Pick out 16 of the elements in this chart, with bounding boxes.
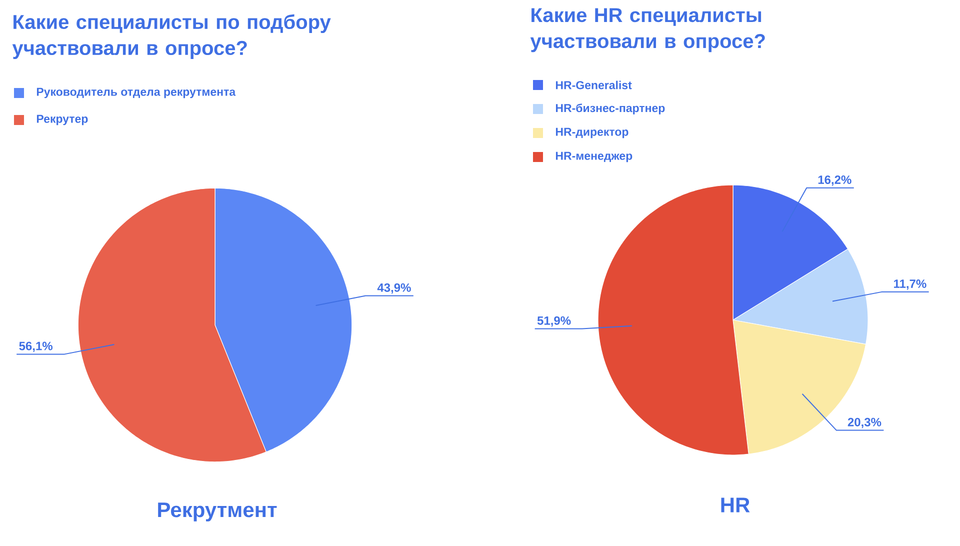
data-label: 51,9% — [537, 316, 571, 327]
chart-title: Какие HR специалисты участвовали в опросе? — [530, 8, 765, 52]
data-label: 56,1% — [19, 342, 53, 352]
legend-label: Руководитель отдела рекрутмента — [36, 88, 236, 98]
text: Рекрутмент — [158, 502, 277, 522]
data-label: 16,2% — [818, 175, 852, 186]
data-label: 43,9% — [377, 283, 411, 294]
data-label: 20,3% — [848, 418, 882, 428]
legend-label: HR-Generalist — [556, 80, 632, 90]
legend-label: Рекрутер — [36, 114, 88, 126]
data-label: 11,7% — [894, 280, 926, 290]
legend-label: HR-бизнес-партнер — [556, 104, 665, 114]
legend-label: HR-менеджер — [556, 152, 632, 162]
chart-title: Какие специалисты по подбору участвовали в опросе? — [12, 14, 331, 60]
legend-label: HR-директор — [556, 128, 628, 138]
text: HR — [721, 498, 750, 512]
